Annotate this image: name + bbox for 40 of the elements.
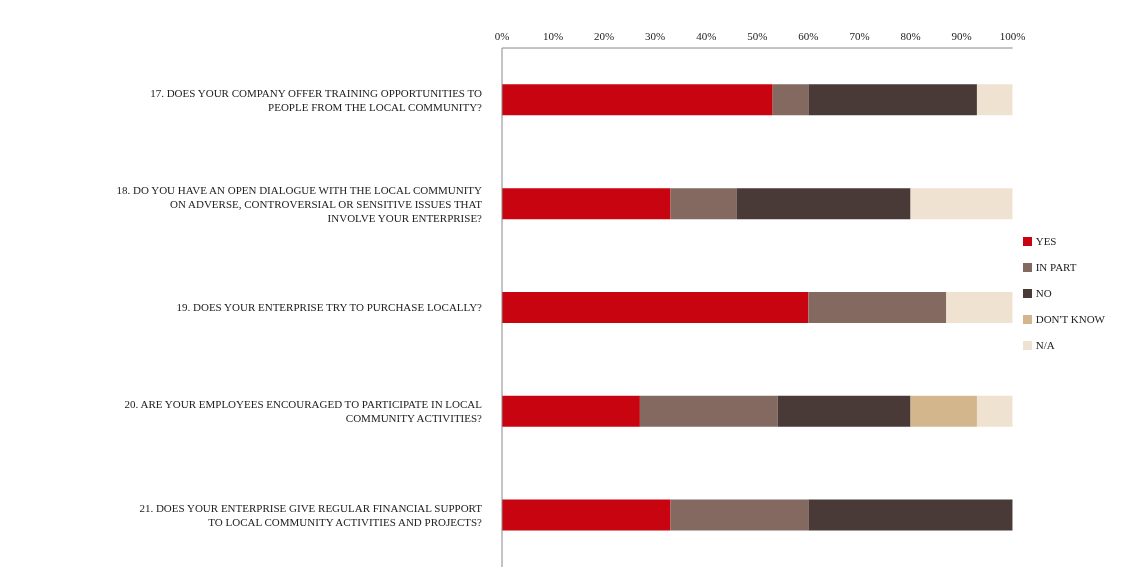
- bar: [808, 499, 1013, 531]
- bar: [808, 84, 977, 116]
- y-tick-label: 18. DO YOU HAVE AN OPEN DIALOGUE WITH THE LOCAL COMMUNITY ON ADVERSE, CONTROVERSIAL OR SENSITIVE ISSUES THAT INVOLVE YOUR ENTERPRISE?: [116, 183, 483, 224]
- bar: [976, 84, 1013, 116]
- y-tick-label: 21. DOES YOUR ENTERPRISE GIVE REGULAR FINANCIAL SUPPORT TO LOCAL COMMUNITY ACTIVITIES AND PROJECTS?: [139, 501, 483, 528]
- x-tick-label: 70%: [849, 30, 870, 42]
- x-tick-label: 0%: [494, 30, 510, 42]
- legend-label: N/A: [1035, 338, 1055, 351]
- legend-label: DON'T KNOW: [1035, 312, 1105, 325]
- bar: [976, 395, 1013, 427]
- x-tick-label: 30%: [645, 30, 666, 42]
- x-tick-label: 80%: [900, 30, 921, 42]
- x-tick-label: 90%: [951, 30, 972, 42]
- y-tick-label: 17. DOES YOUR COMPANY OFFER TRAINING OPPORTUNITIES TO PEOPLE FROM THE LOCAL COMMUNITY?: [150, 86, 483, 113]
- bar: [772, 84, 809, 116]
- x-tick-label: 100%: [999, 30, 1026, 42]
- bar: [670, 188, 737, 220]
- bar: [910, 395, 977, 427]
- legend-label: IN PART: [1035, 260, 1077, 273]
- x-tick-label: 50%: [747, 30, 768, 42]
- bar: [670, 499, 809, 531]
- bar: [502, 291, 809, 323]
- x-tick-label: 20%: [594, 30, 615, 42]
- x-tick-label: 60%: [798, 30, 819, 42]
- x-tick-label: 10%: [542, 30, 564, 42]
- bar: [736, 188, 911, 220]
- bar: [910, 188, 1013, 220]
- bar: [946, 291, 1013, 323]
- bar: [502, 84, 773, 116]
- bar: [502, 188, 671, 220]
- x-tick-label: 40%: [696, 30, 717, 42]
- bar: [502, 395, 640, 427]
- bar: [502, 499, 671, 531]
- y-tick-label: 20. ARE YOUR EMPLOYEES ENCOURAGED TO PARTICIPATE IN LOCAL COMMUNITY ACTIVITIES?: [124, 398, 483, 425]
- y-tick-label: 19. DOES YOUR ENTERPRISE TRY TO PURCHASE LOCALLY?: [176, 301, 483, 314]
- legend-label: YES: [1035, 234, 1057, 247]
- legend-label: NO: [1035, 286, 1052, 299]
- bar: [777, 395, 911, 427]
- bar: [639, 395, 778, 427]
- bar: [808, 291, 947, 323]
